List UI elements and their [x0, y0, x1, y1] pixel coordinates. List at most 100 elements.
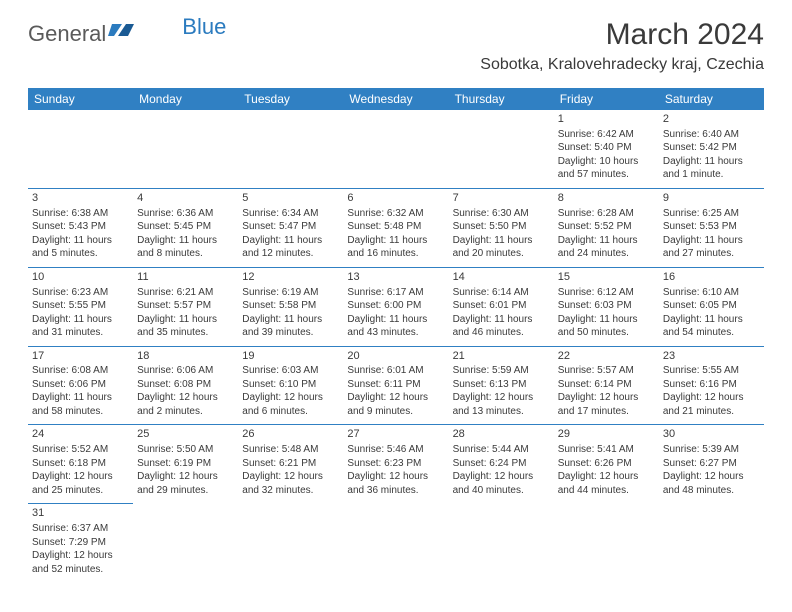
sunrise-text: Sunrise: 6:34 AM	[242, 207, 339, 221]
calendar-cell-empty	[28, 110, 133, 188]
daylight-text: and 39 minutes.	[242, 326, 339, 340]
calendar-head: SundayMondayTuesdayWednesdayThursdayFrid…	[28, 88, 764, 110]
daylight-text: Daylight: 12 hours	[663, 391, 760, 405]
day-number: 29	[558, 427, 655, 442]
daylight-text: Daylight: 12 hours	[453, 470, 550, 484]
daylight-text: and 52 minutes.	[32, 563, 129, 577]
calendar-cell: 13Sunrise: 6:17 AMSunset: 6:00 PMDayligh…	[343, 267, 448, 346]
weekday-header: Thursday	[449, 88, 554, 110]
daylight-text: Daylight: 12 hours	[137, 391, 234, 405]
sunset-text: Sunset: 5:43 PM	[32, 220, 129, 234]
sunset-text: Sunset: 5:57 PM	[137, 299, 234, 313]
daylight-text: Daylight: 12 hours	[32, 470, 129, 484]
day-number: 28	[453, 427, 550, 442]
sunset-text: Sunset: 6:05 PM	[663, 299, 760, 313]
day-number: 19	[242, 349, 339, 364]
sunset-text: Sunset: 5:40 PM	[558, 141, 655, 155]
sunset-text: Sunset: 6:26 PM	[558, 457, 655, 471]
weekday-header: Monday	[133, 88, 238, 110]
daylight-text: Daylight: 10 hours	[558, 155, 655, 169]
sunrise-text: Sunrise: 6:19 AM	[242, 286, 339, 300]
day-number: 15	[558, 270, 655, 285]
title-block: March 2024 Sobotka, Kralovehradecky kraj…	[480, 18, 764, 74]
sunrise-text: Sunrise: 6:25 AM	[663, 207, 760, 221]
sunrise-text: Sunrise: 5:52 AM	[32, 443, 129, 457]
calendar-cell: 29Sunrise: 5:41 AMSunset: 6:26 PMDayligh…	[554, 425, 659, 504]
day-number: 20	[347, 349, 444, 364]
calendar-row: 17Sunrise: 6:08 AMSunset: 6:06 PMDayligh…	[28, 346, 764, 425]
daylight-text: Daylight: 12 hours	[242, 391, 339, 405]
day-number: 2	[663, 112, 760, 127]
calendar-cell: 18Sunrise: 6:06 AMSunset: 6:08 PMDayligh…	[133, 346, 238, 425]
daylight-text: and 9 minutes.	[347, 405, 444, 419]
day-number: 8	[558, 191, 655, 206]
sunrise-text: Sunrise: 5:44 AM	[453, 443, 550, 457]
sunrise-text: Sunrise: 6:30 AM	[453, 207, 550, 221]
weekday-header: Friday	[554, 88, 659, 110]
calendar-cell: 7Sunrise: 6:30 AMSunset: 5:50 PMDaylight…	[449, 188, 554, 267]
daylight-text: Daylight: 12 hours	[453, 391, 550, 405]
calendar-cell: 31Sunrise: 6:37 AMSunset: 7:29 PMDayligh…	[28, 504, 133, 582]
sunrise-text: Sunrise: 5:50 AM	[137, 443, 234, 457]
day-number: 10	[32, 270, 129, 285]
daylight-text: Daylight: 11 hours	[242, 313, 339, 327]
weekday-header: Sunday	[28, 88, 133, 110]
day-number: 22	[558, 349, 655, 364]
day-number: 9	[663, 191, 760, 206]
sunset-text: Sunset: 6:27 PM	[663, 457, 760, 471]
sunrise-text: Sunrise: 6:38 AM	[32, 207, 129, 221]
sunrise-text: Sunrise: 5:46 AM	[347, 443, 444, 457]
calendar-cell-empty	[449, 110, 554, 188]
calendar-cell: 27Sunrise: 5:46 AMSunset: 6:23 PMDayligh…	[343, 425, 448, 504]
calendar-cell: 9Sunrise: 6:25 AMSunset: 5:53 PMDaylight…	[659, 188, 764, 267]
daylight-text: and 2 minutes.	[137, 405, 234, 419]
day-number: 31	[32, 506, 129, 521]
calendar-cell-empty	[133, 110, 238, 188]
sunset-text: Sunset: 7:29 PM	[32, 536, 129, 550]
calendar-cell-empty	[133, 504, 238, 582]
sunset-text: Sunset: 6:14 PM	[558, 378, 655, 392]
daylight-text: and 54 minutes.	[663, 326, 760, 340]
calendar-cell: 11Sunrise: 6:21 AMSunset: 5:57 PMDayligh…	[133, 267, 238, 346]
flag-icon	[108, 18, 134, 44]
calendar-cell: 2Sunrise: 6:40 AMSunset: 5:42 PMDaylight…	[659, 110, 764, 188]
header: General Blue March 2024 Sobotka, Kralove…	[0, 0, 792, 82]
sunrise-text: Sunrise: 6:28 AM	[558, 207, 655, 221]
daylight-text: Daylight: 11 hours	[137, 313, 234, 327]
daylight-text: and 27 minutes.	[663, 247, 760, 261]
day-number: 11	[137, 270, 234, 285]
logo-text-1: General	[28, 21, 106, 47]
sunrise-text: Sunrise: 6:14 AM	[453, 286, 550, 300]
daylight-text: Daylight: 11 hours	[453, 313, 550, 327]
sunrise-text: Sunrise: 6:08 AM	[32, 364, 129, 378]
page-title: March 2024	[480, 18, 764, 52]
day-number: 30	[663, 427, 760, 442]
sunset-text: Sunset: 5:45 PM	[137, 220, 234, 234]
daylight-text: Daylight: 12 hours	[137, 470, 234, 484]
daylight-text: Daylight: 11 hours	[347, 313, 444, 327]
calendar-cell-empty	[343, 504, 448, 582]
sunset-text: Sunset: 6:19 PM	[137, 457, 234, 471]
calendar-cell: 24Sunrise: 5:52 AMSunset: 6:18 PMDayligh…	[28, 425, 133, 504]
daylight-text: Daylight: 11 hours	[137, 234, 234, 248]
daylight-text: and 16 minutes.	[347, 247, 444, 261]
calendar-row: 24Sunrise: 5:52 AMSunset: 6:18 PMDayligh…	[28, 425, 764, 504]
weekday-row: SundayMondayTuesdayWednesdayThursdayFrid…	[28, 88, 764, 110]
calendar-cell-empty	[238, 110, 343, 188]
calendar-cell: 15Sunrise: 6:12 AMSunset: 6:03 PMDayligh…	[554, 267, 659, 346]
sunset-text: Sunset: 5:55 PM	[32, 299, 129, 313]
calendar-cell: 10Sunrise: 6:23 AMSunset: 5:55 PMDayligh…	[28, 267, 133, 346]
daylight-text: and 1 minute.	[663, 168, 760, 182]
day-number: 6	[347, 191, 444, 206]
calendar-cell: 4Sunrise: 6:36 AMSunset: 5:45 PMDaylight…	[133, 188, 238, 267]
daylight-text: and 12 minutes.	[242, 247, 339, 261]
daylight-text: and 8 minutes.	[137, 247, 234, 261]
sunset-text: Sunset: 5:53 PM	[663, 220, 760, 234]
sunrise-text: Sunrise: 6:37 AM	[32, 522, 129, 536]
calendar-table: SundayMondayTuesdayWednesdayThursdayFrid…	[28, 88, 764, 582]
daylight-text: and 29 minutes.	[137, 484, 234, 498]
sunset-text: Sunset: 6:00 PM	[347, 299, 444, 313]
logo: General Blue	[28, 18, 226, 50]
daylight-text: Daylight: 11 hours	[32, 313, 129, 327]
calendar-cell: 21Sunrise: 5:59 AMSunset: 6:13 PMDayligh…	[449, 346, 554, 425]
